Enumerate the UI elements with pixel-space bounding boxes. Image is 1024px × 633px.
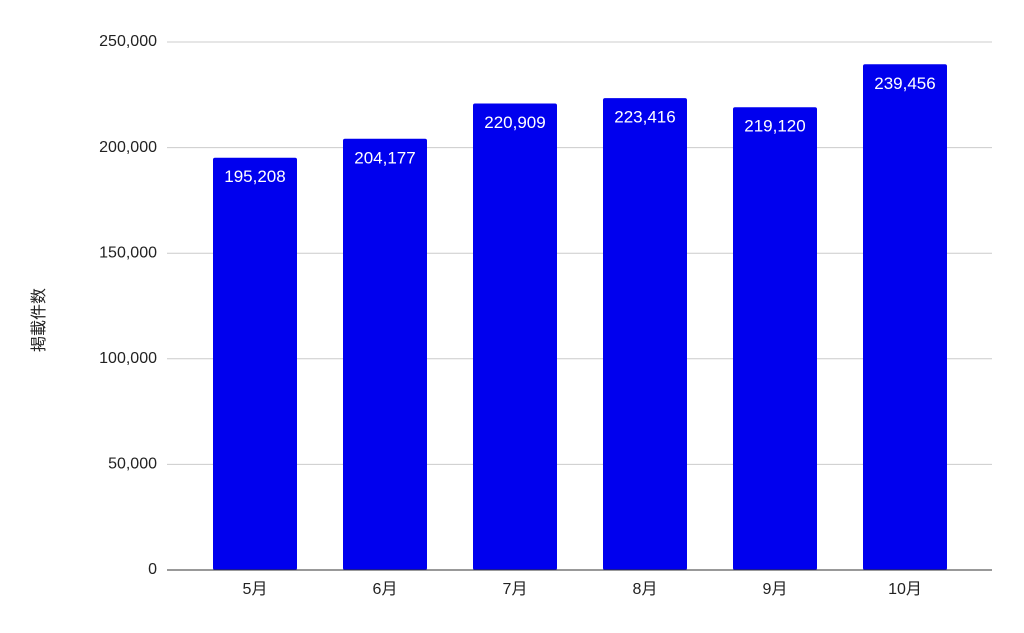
- data-label: 239,456: [874, 74, 935, 93]
- data-label: 204,177: [354, 148, 415, 167]
- x-tick-label: 8月: [633, 581, 658, 598]
- y-tick-label: 100,000: [99, 350, 157, 367]
- x-tick-label: 7月: [503, 581, 528, 598]
- data-label: 219,120: [744, 117, 805, 136]
- x-tick-label: 9月: [763, 581, 788, 598]
- bar: [733, 107, 817, 570]
- y-tick-label: 0: [148, 561, 157, 578]
- bar: [603, 98, 687, 570]
- bar: [343, 138, 427, 570]
- y-tick-label: 250,000: [99, 33, 157, 50]
- bar: [473, 103, 557, 571]
- bar: [863, 64, 947, 571]
- data-label: 195,208: [224, 167, 285, 186]
- x-tick-label: 6月: [373, 581, 398, 598]
- bar: [213, 157, 297, 570]
- x-tick-label: 10月: [888, 581, 922, 598]
- data-label: 220,909: [484, 113, 545, 132]
- data-label: 223,416: [614, 108, 675, 127]
- x-tick-label: 5月: [243, 581, 268, 598]
- y-axis-label: 掲載件数: [30, 288, 48, 352]
- y-tick-label: 200,000: [99, 139, 157, 156]
- y-tick-label: 50,000: [108, 456, 157, 473]
- y-tick-label: 150,000: [99, 244, 157, 261]
